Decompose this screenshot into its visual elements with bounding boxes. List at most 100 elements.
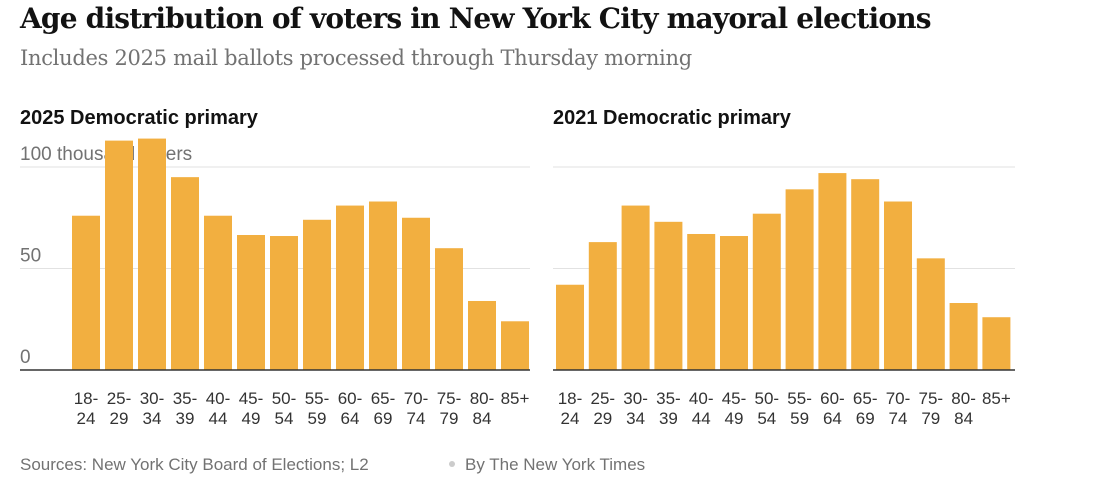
x-tick-label: 80-84 xyxy=(951,389,976,428)
x-tick-label-line: 49 xyxy=(725,409,744,428)
byline: By The New York Times xyxy=(465,455,645,474)
x-tick-label-line: 59 xyxy=(308,409,327,428)
x-tick-label-line: 75- xyxy=(919,389,944,408)
x-tick-label-line: 75- xyxy=(437,389,462,408)
bar xyxy=(501,321,529,370)
y-tick-label: 0 xyxy=(20,347,31,368)
x-tick-label-line: 80- xyxy=(951,389,976,408)
x-tick-label-line: 35- xyxy=(173,389,198,408)
bar xyxy=(785,189,814,370)
x-tick-label-line: 49 xyxy=(242,409,261,428)
bar xyxy=(336,205,364,370)
x-tick-label-line: 35- xyxy=(656,389,681,408)
bar xyxy=(204,215,232,370)
bar xyxy=(138,138,166,370)
x-tick-label: 55-59 xyxy=(305,389,330,428)
x-tick-label-line: 65- xyxy=(371,389,396,408)
bar xyxy=(435,248,463,370)
x-tick-label: 45-49 xyxy=(239,389,264,428)
x-tick-label-line: 74 xyxy=(407,409,426,428)
x-tick-label: 85+ xyxy=(982,389,1011,408)
x-tick-label-line: 34 xyxy=(143,409,162,428)
x-tick-label: 75-79 xyxy=(437,389,462,428)
x-tick-label-line: 79 xyxy=(440,409,459,428)
x-tick-label: 75-79 xyxy=(919,389,944,428)
bar xyxy=(369,201,397,370)
x-tick-label: 60-64 xyxy=(820,389,845,428)
x-tick-label: 35-39 xyxy=(656,389,681,428)
x-tick-label-line: 18- xyxy=(74,389,99,408)
x-tick-label-line: 69 xyxy=(374,409,393,428)
bar xyxy=(982,317,1011,370)
title: Age distribution of voters in New York C… xyxy=(19,2,931,35)
bar xyxy=(884,201,912,370)
x-tick-label-line: 70- xyxy=(404,389,429,408)
x-tick-label-line: 84 xyxy=(473,409,492,428)
bar xyxy=(720,236,748,370)
x-tick-label-line: 45- xyxy=(722,389,747,408)
x-tick-label: 18-24 xyxy=(558,389,583,428)
x-tick-label-line: 25- xyxy=(107,389,132,408)
x-tick-label-line: 30- xyxy=(623,389,648,408)
x-tick-label-line: 69 xyxy=(856,409,875,428)
separator xyxy=(449,461,455,467)
x-tick-label: 70-74 xyxy=(404,389,429,428)
bar xyxy=(237,235,265,370)
x-tick-label-line: 64 xyxy=(341,409,360,428)
x-tick-label: 30-34 xyxy=(140,389,165,428)
x-tick-label-line: 64 xyxy=(823,409,842,428)
x-tick-label-line: 80- xyxy=(470,389,495,408)
x-tick-label: 65-69 xyxy=(371,389,396,428)
bar xyxy=(556,284,584,370)
y-tick-label: 50 xyxy=(20,246,41,267)
bar xyxy=(72,215,100,370)
x-tick-label-line: 44 xyxy=(692,409,711,428)
x-tick-label: 40-44 xyxy=(689,389,714,428)
source: Sources: New York City Board of Election… xyxy=(20,455,369,474)
x-tick-label-line: 50- xyxy=(755,389,780,408)
x-tick-label-line: 39 xyxy=(176,409,195,428)
bar xyxy=(270,236,298,370)
bar xyxy=(588,242,617,370)
x-tick-label-line: 39 xyxy=(659,409,678,428)
x-tick-label-line: 44 xyxy=(209,409,228,428)
x-tick-label-line: 60- xyxy=(820,389,845,408)
x-tick-label-line: 54 xyxy=(275,409,294,428)
x-tick-label: 25-29 xyxy=(107,389,132,428)
bar xyxy=(621,205,650,370)
bar xyxy=(818,173,847,370)
x-tick-label: 70-74 xyxy=(886,389,911,428)
bar xyxy=(303,219,331,370)
bar xyxy=(468,300,496,370)
x-tick-label: 60-64 xyxy=(338,389,363,428)
x-tick-label: 40-44 xyxy=(206,389,231,428)
bar xyxy=(949,303,978,370)
x-tick-label: 50-54 xyxy=(272,389,297,428)
bar xyxy=(171,177,199,370)
subtitle: Includes 2025 mail ballots processed thr… xyxy=(20,46,692,70)
x-tick-label-line: 29 xyxy=(110,409,129,428)
x-tick-label: 18-24 xyxy=(74,389,99,428)
x-tick-label-line: 65- xyxy=(853,389,878,408)
x-tick-label-line: 34 xyxy=(626,409,645,428)
x-tick-label-line: 59 xyxy=(790,409,809,428)
chart-title: 2025 Democratic primary xyxy=(20,107,259,129)
bar xyxy=(105,140,133,370)
bar xyxy=(752,213,781,370)
bar xyxy=(916,258,945,370)
x-tick-label-line: 45- xyxy=(239,389,264,408)
x-tick-label-line: 40- xyxy=(689,389,714,408)
x-tick-label-line: 54 xyxy=(757,409,776,428)
x-tick-label: 50-54 xyxy=(755,389,780,428)
bar xyxy=(654,221,683,370)
x-tick-label: 35-39 xyxy=(173,389,198,428)
x-tick-label-line: 18- xyxy=(558,389,583,408)
x-tick-label: 55-59 xyxy=(787,389,812,428)
x-tick-label: 25-29 xyxy=(591,389,616,428)
x-tick-label-line: 55- xyxy=(305,389,330,408)
x-tick-label: 80-84 xyxy=(470,389,495,428)
x-tick-label-line: 55- xyxy=(787,389,812,408)
x-tick-label-line: 84 xyxy=(954,409,973,428)
x-tick-label-line: 50- xyxy=(272,389,297,408)
